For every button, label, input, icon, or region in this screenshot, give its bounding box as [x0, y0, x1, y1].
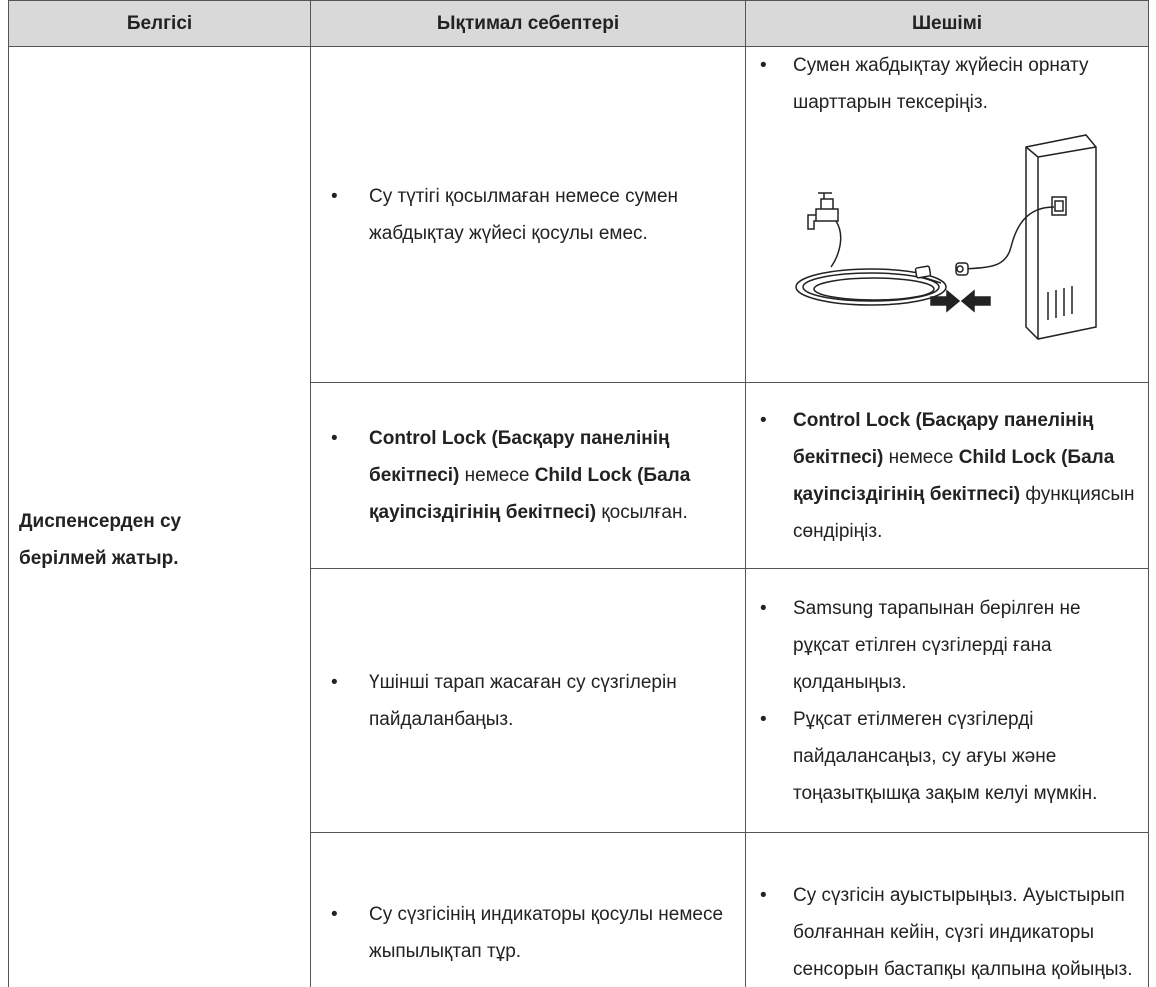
bold-text: Control Lock (Басқару панелінің бекітпес… — [793, 409, 1094, 468]
cause-cell: Control Lock (Басқару панелінің бекітпес… — [310, 382, 746, 569]
bullet-list: Су сүзгісінің индикаторы қосулы немесе ж… — [311, 896, 745, 970]
text: Су сүзгісінің индикаторы қосулы немесе ж… — [369, 903, 724, 962]
header-cell: Белгісі — [8, 0, 311, 47]
header-cell: Ықтимал себептері — [310, 0, 746, 47]
header-cell: Шешімі — [745, 0, 1149, 47]
bullet-item: Су сүзгісінің индикаторы қосулы немесе ж… — [331, 896, 725, 970]
text: Үшінші тарап жасаған су сүзгілерін пайда… — [369, 671, 677, 730]
bullet-list: Samsung тарапынан берілген не рұқсат еті… — [746, 590, 1148, 812]
text: Samsung тарапынан берілген не рұқсат еті… — [793, 597, 1081, 693]
bullet-list: Үшінші тарап жасаған су сүзгілерін пайда… — [311, 664, 745, 738]
text: Су түтігі қосылмаған немесе сумен жабдық… — [369, 185, 679, 244]
text: Рұқсат етілмеген сүзгілерді пайдалансаңы… — [793, 708, 1098, 804]
solution-cell: Control Lock (Басқару панелінің бекітпес… — [745, 382, 1149, 569]
bold-text: Control Lock (Басқару панелінің бекітпес… — [369, 428, 670, 486]
bullet-list: Су түтігі қосылмаған немесе сумен жабдық… — [311, 178, 745, 252]
text: функциясын сөндіріңіз. — [793, 483, 1135, 542]
solution-cell: Сумен жабдықтау жүйесін орнату шарттарын… — [745, 46, 1149, 383]
bullet-item: Сумен жабдықтау жүйесін орнату шарттарын… — [760, 47, 1136, 121]
text: Су сүзгісін ауыстырыңыз. Ауыстырып болға… — [793, 885, 1133, 980]
header-row: Белгісі Ықтимал себептері Шешімі — [8, 0, 1149, 47]
table-row: Үшінші тарап жасаған су сүзгілерін пайда… — [9, 568, 1149, 833]
bullet-list: Сумен жабдықтау жүйесін орнату шарттарын… — [746, 47, 1148, 121]
bullet-list: Су сүзгісін ауыстырыңыз. Ауыстырып болға… — [746, 877, 1148, 987]
table-row: Су сүзгісінің индикаторы қосулы немесе ж… — [9, 832, 1149, 987]
text: немесе — [883, 446, 959, 468]
bullet-item: Су сүзгісін ауыстырыңыз. Ауыстырып болға… — [760, 877, 1136, 987]
bullet-item: Үшінші тарап жасаған су сүзгілерін пайда… — [331, 664, 725, 738]
bold-text: Child Lock (Бала қауіпсіздігінің бекітпе… — [793, 446, 1115, 505]
troubleshooting-table: Белгісі Ықтимал себептері Шешімі Диспенс… — [8, 0, 1149, 987]
text: немесе — [459, 465, 535, 486]
bullet-item: Control Lock (Басқару панелінің бекітпес… — [331, 420, 725, 531]
bullet-item: Control Lock (Басқару панелінің бекітпес… — [760, 402, 1136, 550]
bullet-item: Су түтігі қосылмаған немесе сумен жабдық… — [331, 178, 725, 252]
table-row: Control Lock (Басқару панелінің бекітпес… — [9, 382, 1149, 569]
text: қосылған. — [596, 502, 688, 523]
solution-cell: Су сүзгісін ауыстырыңыз. Ауыстырып болға… — [745, 832, 1149, 987]
bullet-list: Control Lock (Басқару панелінің бекітпес… — [311, 420, 745, 531]
bullet-list: Control Lock (Басқару панелінің бекітпес… — [746, 402, 1148, 550]
text: Сумен жабдықтау жүйесін орнату шарттарын… — [793, 55, 1089, 113]
solution-cell: Samsung тарапынан берілген не рұқсат еті… — [745, 568, 1149, 833]
cause-cell: Су сүзгісінің индикаторы қосулы немесе ж… — [310, 832, 746, 987]
symptom-cell: Диспенсерден су берілмей жатыр. — [8, 46, 311, 987]
water-supply-illustration — [795, 134, 1097, 340]
table-row: Диспенсерден су берілмей жатыр. Су түтігі… — [8, 46, 1149, 987]
cause-cell: Су түтігі қосылмаған немесе сумен жабдық… — [310, 46, 746, 383]
bullet-item: Samsung тарапынан берілген не рұқсат еті… — [760, 590, 1136, 701]
bold-text: Child Lock (Бала қауіпсіздігінің бекітпе… — [369, 465, 691, 523]
bullet-item: Рұқсат етілмеген сүзгілерді пайдалансаңы… — [760, 701, 1136, 812]
cause-cell: Үшінші тарап жасаған су сүзгілерін пайда… — [310, 568, 746, 833]
